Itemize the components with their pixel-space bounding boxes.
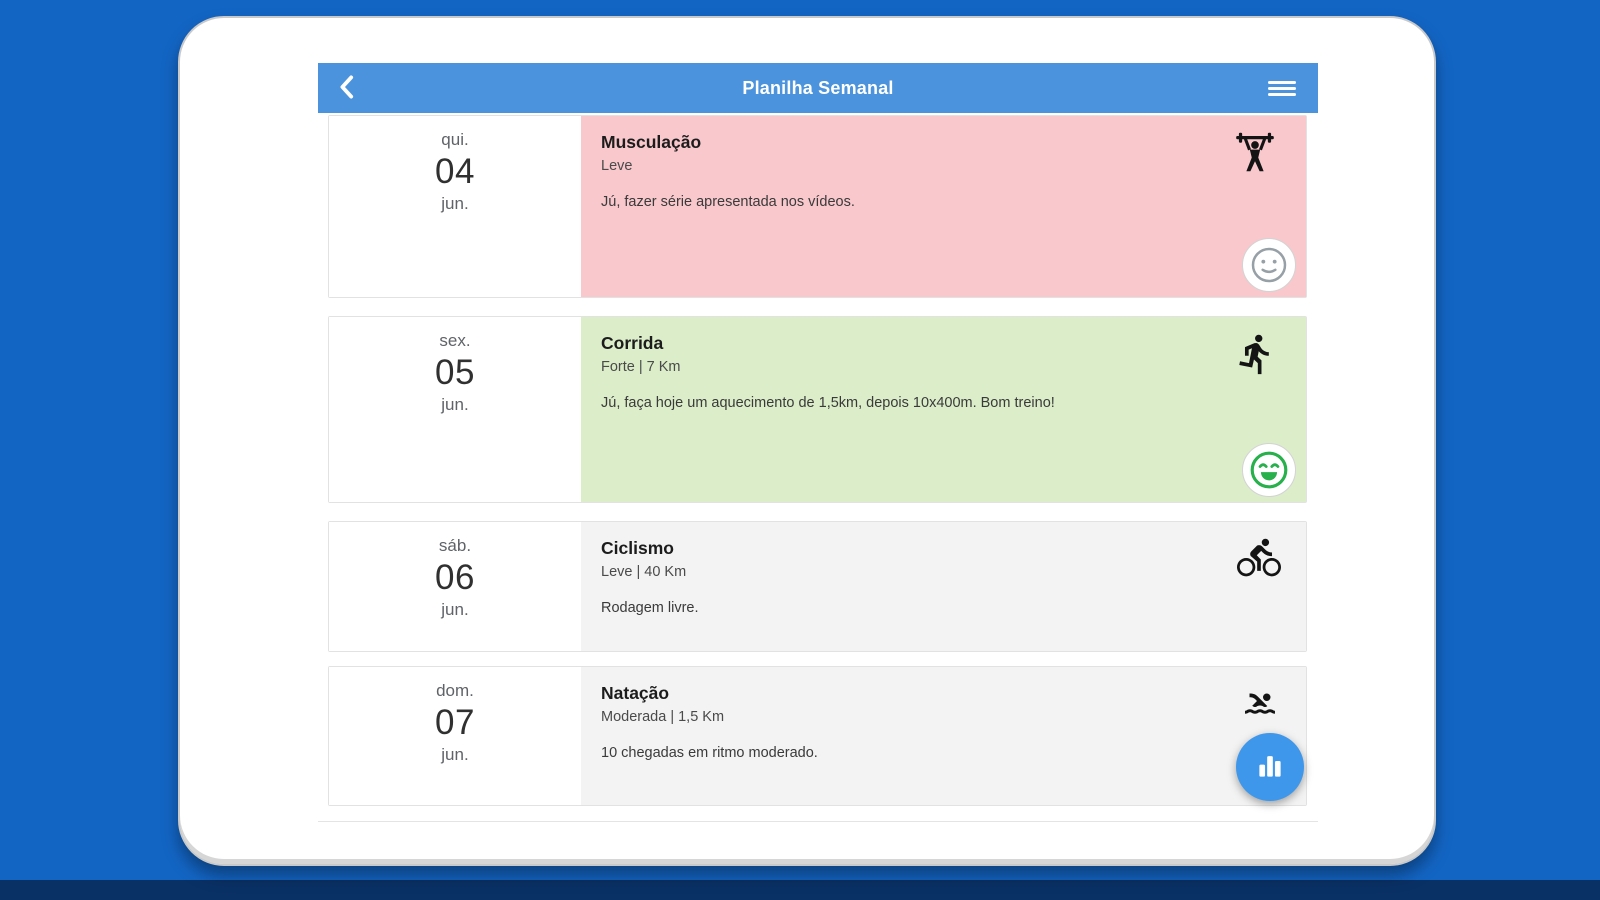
workout-intensity: Leve — [601, 158, 633, 174]
date-column: sáb. 06 jun. — [329, 522, 581, 651]
workout-intensity: Leve | 40 Km — [601, 564, 687, 580]
hamburger-menu-icon — [1268, 78, 1296, 99]
workout-body: Corrida Forte | 7 Km Jú, faça hoje um aq… — [581, 317, 1306, 502]
back-button[interactable] — [328, 71, 364, 106]
month-label: jun. — [441, 194, 469, 213]
workout-intensity: Moderada | 1,5 Km — [601, 709, 725, 725]
workout-title: Ciclismo — [601, 538, 674, 558]
mood-happy-button[interactable] — [1242, 443, 1296, 497]
weekday-label: sáb. — [438, 536, 472, 555]
month-label: jun. — [441, 600, 469, 619]
workout-title: Natação — [601, 683, 670, 703]
app-screen: Planilha Semanal qui. 04 jun. Musculação… — [318, 63, 1318, 822]
workout-title: Musculação — [601, 132, 702, 152]
month-label: jun. — [441, 395, 469, 414]
workout-title: Corrida — [601, 333, 664, 353]
date-column: qui. 04 jun. — [329, 116, 581, 297]
cycling-icon — [1234, 536, 1284, 585]
workout-body: Musculação Leve Jú, fazer série apresent… — [581, 116, 1306, 297]
coach-note: Rodagem livre. — [601, 600, 699, 616]
bar-chart-icon — [1253, 749, 1287, 786]
date-column: sex. 05 jun. — [329, 317, 581, 502]
menu-button[interactable] — [1264, 74, 1300, 103]
workout-intensity: Forte | 7 Km — [601, 359, 681, 375]
tablet-device-frame: Planilha Semanal qui. 04 jun. Musculação… — [178, 16, 1436, 866]
floor-shadow-band — [0, 880, 1600, 900]
month-label: jun. — [441, 745, 469, 764]
workout-card-musculacao[interactable]: qui. 04 jun. Musculação Leve Jú, fazer s… — [328, 115, 1307, 298]
happy-smiley-icon — [1248, 449, 1290, 491]
coach-note: Jú, faça hoje um aquecimento de 1,5km, d… — [601, 395, 1055, 411]
day-number: 04 — [435, 152, 475, 191]
chevron-left-icon — [336, 74, 356, 102]
coach-note: Jú, fazer série apresentada nos vídeos. — [601, 194, 855, 210]
running-icon — [1234, 331, 1278, 382]
weightlifting-icon — [1232, 130, 1278, 183]
day-number: 06 — [435, 558, 475, 597]
workout-body: Ciclismo Leve | 40 Km Rodagem livre. — [581, 522, 1306, 651]
workout-card-ciclismo[interactable]: sáb. 06 jun. Ciclismo Leve | 40 Km Rodag… — [328, 521, 1307, 652]
neutral-smiley-icon — [1249, 245, 1289, 285]
app-header: Planilha Semanal — [318, 63, 1318, 113]
workout-body: Natação Moderada | 1,5 Km 10 chegadas em… — [581, 667, 1306, 805]
weekday-label: sex. — [439, 331, 471, 350]
day-number: 05 — [435, 353, 475, 392]
day-number: 07 — [435, 703, 475, 742]
workout-card-natacao[interactable]: dom. 07 jun. Natação Moderada | 1,5 Km 1… — [328, 666, 1307, 806]
coach-note: 10 chegadas em ritmo moderado. — [601, 745, 818, 761]
stats-fab-button[interactable] — [1236, 733, 1304, 801]
page-title: Planilha Semanal — [742, 77, 894, 98]
weekday-label: dom. — [436, 681, 474, 700]
mood-neutral-button[interactable] — [1242, 238, 1296, 292]
swimming-icon — [1236, 689, 1284, 730]
date-column: dom. 07 jun. — [329, 667, 581, 805]
weekday-label: qui. — [441, 130, 469, 149]
workout-card-corrida[interactable]: sex. 05 jun. Corrida Forte | 7 Km Jú, fa… — [328, 316, 1307, 503]
